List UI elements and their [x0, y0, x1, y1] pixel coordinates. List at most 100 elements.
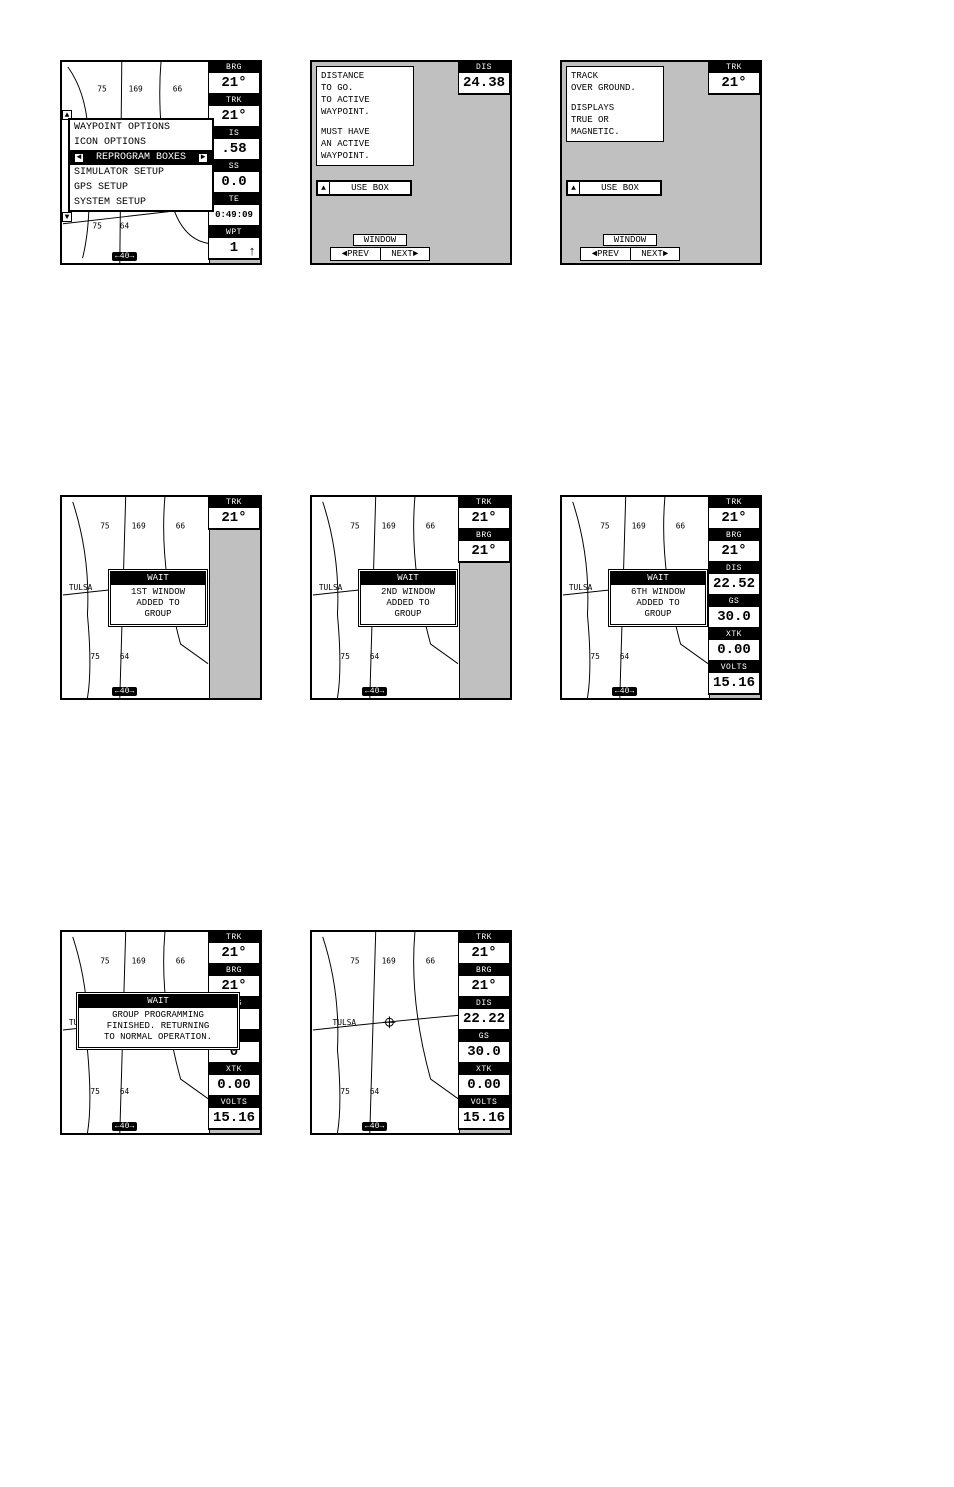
svg-text:64: 64	[620, 652, 630, 661]
north-arrow-icon: ↑	[248, 244, 256, 259]
prev-button[interactable]: ◄PREV	[331, 248, 381, 260]
window-prev-next: WINDOW ◄PREV NEXT►	[330, 234, 430, 261]
box-trk: TRK21°	[208, 497, 260, 530]
down-arrow-icon[interactable]: ▼	[62, 212, 72, 222]
svg-text:75: 75	[92, 222, 102, 231]
data-boxes: BRG21° TRK21° IS.58 SS0.0 TE0:49:09 WPT1	[208, 62, 260, 260]
box-brg: BRG21°	[458, 530, 510, 563]
box-brg: BRG21°	[458, 965, 510, 998]
svg-text:75: 75	[97, 84, 107, 93]
svg-text:66: 66	[176, 521, 186, 530]
box-dis: DIS22.52	[708, 563, 760, 596]
data-boxes: TRK21° BRG21° DIS22.22 GS30.0 XTK0.00 VO…	[458, 932, 510, 1130]
box-is: IS.58	[208, 128, 260, 161]
box-trk: TRK21°	[708, 62, 760, 95]
svg-text:75: 75	[100, 956, 110, 965]
wait-dialog: WAIT 2ND WINDOW ADDED TO GROUP	[358, 569, 458, 627]
window-label: WINDOW	[353, 234, 407, 246]
svg-text:75: 75	[350, 521, 360, 530]
box-brg: BRG21°	[208, 62, 260, 95]
help-text: TRACK OVER GROUND. DISPLAYS TRUE OR MAGN…	[566, 66, 664, 142]
box-brg: BRG21°	[708, 530, 760, 563]
box-trk: TRK21°	[208, 932, 260, 965]
screen-help-dis: DISTANCE TO GO. TO ACTIVE WAYPOINT. MUST…	[310, 60, 512, 265]
scale-indicator: ←40→	[362, 687, 387, 696]
box-gs: GS30.0	[708, 596, 760, 629]
menu-reprogram-boxes[interactable]: ◄ REPROGRAM BOXES ►	[70, 150, 212, 165]
window-label: WINDOW	[603, 234, 657, 246]
help-text: DISTANCE TO GO. TO ACTIVE WAYPOINT. MUST…	[316, 66, 414, 166]
svg-text:75: 75	[340, 652, 350, 661]
scale-indicator: ←40→	[112, 1122, 137, 1131]
box-trk: TRK21°	[458, 497, 510, 530]
box-trk: TRK21°	[458, 932, 510, 965]
row-1: 75 169 66 75 64 ←40→ BRG21° TRK21° IS.58…	[60, 60, 894, 265]
screen-wait-1: 7516966 TULSA 7564 ←40→ TRK21° WAIT 1ST …	[60, 495, 262, 700]
screen-menu: 75 169 66 75 64 ←40→ BRG21° TRK21° IS.58…	[60, 60, 262, 265]
wait-dialog: WAIT GROUP PROGRAMMING FINISHED. RETURNI…	[76, 992, 240, 1050]
svg-text:64: 64	[370, 652, 380, 661]
right-arrow-icon: ►	[198, 153, 208, 163]
box-trk: TRK21°	[208, 95, 260, 128]
menu-icon-options[interactable]: ICON OPTIONS	[70, 135, 212, 150]
menu-simulator-setup[interactable]: SIMULATOR SETUP	[70, 165, 212, 180]
data-boxes: TRK21° BRG21° DIS22.52 GS30.0 XTK0.00 VO…	[708, 497, 760, 695]
svg-text:75: 75	[340, 1087, 350, 1096]
data-boxes: DIS24.38	[458, 62, 510, 95]
svg-text:TULSA: TULSA	[569, 583, 593, 592]
box-volts: VOLTS15.16	[208, 1097, 260, 1130]
box-xtk: XTK0.00	[708, 629, 760, 662]
svg-text:169: 169	[382, 956, 396, 965]
data-boxes: TRK21° BRG21°	[458, 497, 510, 563]
data-boxes: TRK21°	[208, 497, 260, 530]
svg-text:TULSA: TULSA	[319, 583, 343, 592]
use-box-button[interactable]: ▲ USE BOX	[316, 180, 412, 196]
svg-text:75: 75	[350, 956, 360, 965]
screen-wait-2: 7516966 TULSA 7564 ←40→ TRK21° BRG21° WA…	[310, 495, 512, 700]
menu-system-setup[interactable]: SYSTEM SETUP	[70, 195, 212, 210]
svg-text:64: 64	[120, 222, 130, 231]
screen-normal: 7516966 TULSA 7564 ←40→ TRK21° BRG21° DI…	[310, 930, 512, 1135]
use-box-button[interactable]: ▲ USE BOX	[566, 180, 662, 196]
svg-text:169: 169	[382, 521, 396, 530]
data-boxes: TRK21°	[708, 62, 760, 95]
svg-text:75: 75	[100, 521, 110, 530]
svg-text:75: 75	[90, 652, 100, 661]
box-te: TE0:49:09	[208, 194, 260, 227]
box-trk: TRK21°	[708, 497, 760, 530]
wait-dialog: WAIT 6TH WINDOW ADDED TO GROUP	[608, 569, 708, 627]
svg-text:169: 169	[129, 84, 143, 93]
svg-text:TULSA: TULSA	[333, 1018, 357, 1027]
svg-text:169: 169	[132, 521, 146, 530]
screen-help-trk: TRACK OVER GROUND. DISPLAYS TRUE OR MAGN…	[560, 60, 762, 265]
next-button[interactable]: NEXT►	[631, 248, 680, 260]
svg-text:64: 64	[120, 1087, 130, 1096]
svg-text:TULSA: TULSA	[69, 583, 93, 592]
box-xtk: XTK0.00	[458, 1064, 510, 1097]
svg-text:64: 64	[120, 652, 130, 661]
svg-text:66: 66	[176, 956, 186, 965]
svg-text:169: 169	[132, 956, 146, 965]
box-dis: DIS24.38	[458, 62, 510, 95]
prev-button[interactable]: ◄PREV	[581, 248, 631, 260]
screen-wait-6: 7516966 TULSA 7564 ←40→ TRK21° BRG21° DI…	[560, 495, 762, 700]
menu-gps-setup[interactable]: GPS SETUP	[70, 180, 212, 195]
scale-indicator: ←40→	[112, 252, 137, 261]
next-button[interactable]: NEXT►	[381, 248, 430, 260]
row-3: 75 169 66 TULSA 75 64 ←40→ TRK21° BRG21° DI…	[60, 930, 894, 1135]
box-volts: VOLTS15.16	[458, 1097, 510, 1130]
svg-text:64: 64	[370, 1087, 380, 1096]
scale-indicator: ←40→	[612, 687, 637, 696]
menu-waypoint-options[interactable]: WAYPOINT OPTIONS	[70, 120, 212, 135]
window-prev-next: WINDOW ◄PREV NEXT►	[580, 234, 680, 261]
box-dis: DIS22.22	[458, 998, 510, 1031]
box-volts: VOLTS15.16	[708, 662, 760, 695]
svg-text:75: 75	[600, 521, 610, 530]
up-arrow-icon: ▲	[318, 182, 330, 194]
left-arrow-icon: ◄	[74, 153, 84, 163]
svg-text:75: 75	[90, 1087, 100, 1096]
wait-dialog: WAIT 1ST WINDOW ADDED TO GROUP	[108, 569, 208, 627]
map-area: 7516966 TULSA 7564 ←40→	[312, 932, 460, 1133]
svg-text:66: 66	[426, 956, 436, 965]
box-xtk: XTK0.00	[208, 1064, 260, 1097]
